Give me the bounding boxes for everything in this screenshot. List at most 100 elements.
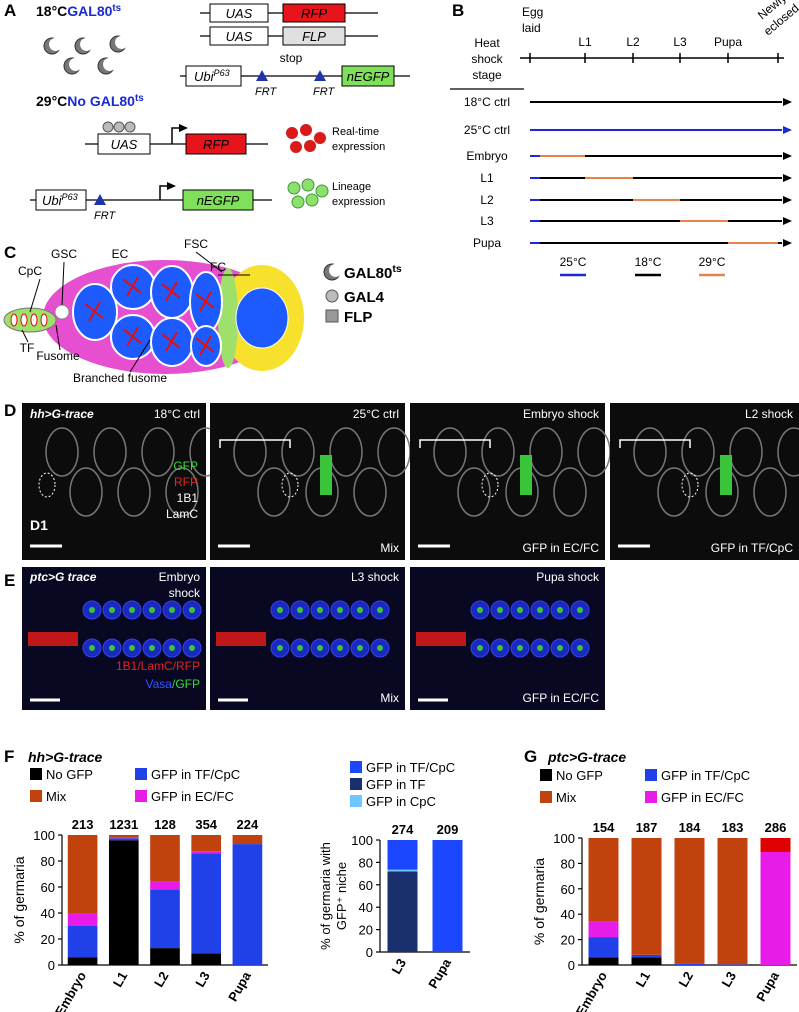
y-tick-label: 0 — [568, 958, 575, 973]
rfp-dot — [290, 141, 302, 153]
count-label: 1231 — [109, 817, 138, 832]
gfp-nucleus — [317, 645, 323, 651]
leader — [129, 339, 151, 373]
panel-label: F — [4, 747, 14, 766]
label: L3 — [480, 214, 494, 228]
legend-label: Mix — [46, 789, 67, 804]
cell-outline — [165, 467, 199, 517]
gfp-nucleus — [129, 607, 135, 613]
niche-bracket — [619, 439, 691, 448]
label: RFP — [301, 6, 327, 21]
gfp-nucleus — [337, 607, 343, 613]
label: hh>G-trace — [30, 407, 94, 421]
panel-label: E — [4, 571, 15, 590]
legend-label: GFP in TF/CpC — [151, 767, 240, 782]
y-tick-label: 20 — [41, 932, 55, 947]
chart-title: hh>G-trace — [28, 749, 103, 765]
superscript: P63 — [62, 192, 78, 202]
y-tick-label: 60 — [41, 880, 55, 895]
frt-site — [314, 70, 326, 81]
label: Pupa — [473, 236, 501, 250]
text-part: Vasa — [146, 677, 173, 691]
gfp-nucleus — [189, 645, 195, 651]
red-signal — [216, 632, 266, 646]
y-axis-label: % of germaria — [531, 858, 547, 945]
x-tick-label: L3 — [719, 969, 740, 990]
label: ptc>G trace — [29, 570, 97, 584]
label: L2 — [626, 35, 640, 49]
bar-segment — [108, 840, 139, 965]
label: TF — [20, 341, 35, 355]
cell-outline — [45, 427, 79, 477]
label: GFP in TF/CpC — [711, 541, 794, 555]
y-tick-label: 100 — [33, 828, 55, 843]
label: Pupa shock — [536, 570, 600, 584]
cell-outline — [353, 467, 387, 517]
y-tick-label: 80 — [359, 855, 373, 870]
gal4-icon — [124, 121, 136, 133]
y-tick-label: 20 — [359, 923, 373, 938]
text-part: /GFP — [172, 677, 200, 691]
arrow-head — [179, 124, 188, 132]
label: Egg — [522, 5, 543, 19]
fusome — [122, 276, 142, 297]
box — [341, 65, 395, 87]
label: shock — [169, 586, 201, 600]
green-signal — [320, 455, 332, 495]
label: 18°C ctrl — [464, 95, 510, 109]
label: CpC — [18, 264, 42, 278]
gfp-dot — [315, 184, 329, 198]
niche-bracket — [419, 439, 491, 448]
x-tick-label: Pupa — [753, 968, 782, 1004]
cell-outline — [681, 427, 715, 477]
legend-swatch — [135, 768, 147, 780]
label: FLP — [344, 309, 372, 326]
tf-cell — [30, 313, 38, 327]
text-part: Ubi — [42, 193, 63, 208]
bar-segment — [588, 957, 619, 965]
label: L2 shock — [745, 407, 794, 421]
label: UAS — [226, 6, 253, 21]
label: Heat — [474, 36, 500, 50]
leader — [29, 278, 41, 313]
bar-segment — [108, 837, 139, 839]
bar-segment — [108, 835, 139, 838]
legend-swatch — [540, 791, 552, 803]
cell-outline — [257, 467, 291, 517]
arrow-head — [783, 217, 792, 225]
gfp-nucleus — [277, 645, 283, 651]
gfp-nucleus — [109, 607, 115, 613]
tf-cell — [10, 313, 18, 327]
arrow-head — [783, 98, 792, 106]
y-tick-label: 40 — [41, 906, 55, 921]
cell-outline — [281, 427, 315, 477]
legend-label: GFP in TF/CpC — [661, 768, 750, 783]
gfp-nucleus — [517, 607, 523, 613]
label: nEGFP — [347, 69, 390, 84]
label: Real-time — [332, 126, 379, 138]
legend-swatch — [540, 769, 552, 781]
legend-label: GFP in CpC — [366, 794, 436, 809]
tf-cell — [40, 313, 48, 327]
fusome — [161, 331, 181, 352]
label: 18°C ctrl — [154, 407, 200, 421]
bar-segment — [67, 835, 98, 913]
label: LamC — [166, 507, 198, 521]
label: 1B1 — [177, 491, 199, 505]
legend-label: GFP in TF — [366, 777, 426, 792]
label: 18°CGAL80ts — [36, 3, 122, 20]
y-tick-label: 100 — [351, 833, 373, 848]
arrow-head — [783, 126, 792, 134]
count-label: 183 — [722, 820, 744, 835]
gfp-nucleus — [189, 607, 195, 613]
gfp-nucleus — [557, 645, 563, 651]
label: GAL80ts — [344, 263, 402, 282]
y-tick-label: 100 — [553, 831, 575, 846]
gfp-dot — [291, 195, 305, 209]
gal80-icon-cut — [115, 35, 129, 49]
gfp-nucleus — [377, 607, 383, 613]
niche-outline — [281, 472, 299, 498]
gfp-nucleus — [517, 645, 523, 651]
bar-segment — [760, 838, 791, 852]
bar-segment — [67, 926, 98, 958]
